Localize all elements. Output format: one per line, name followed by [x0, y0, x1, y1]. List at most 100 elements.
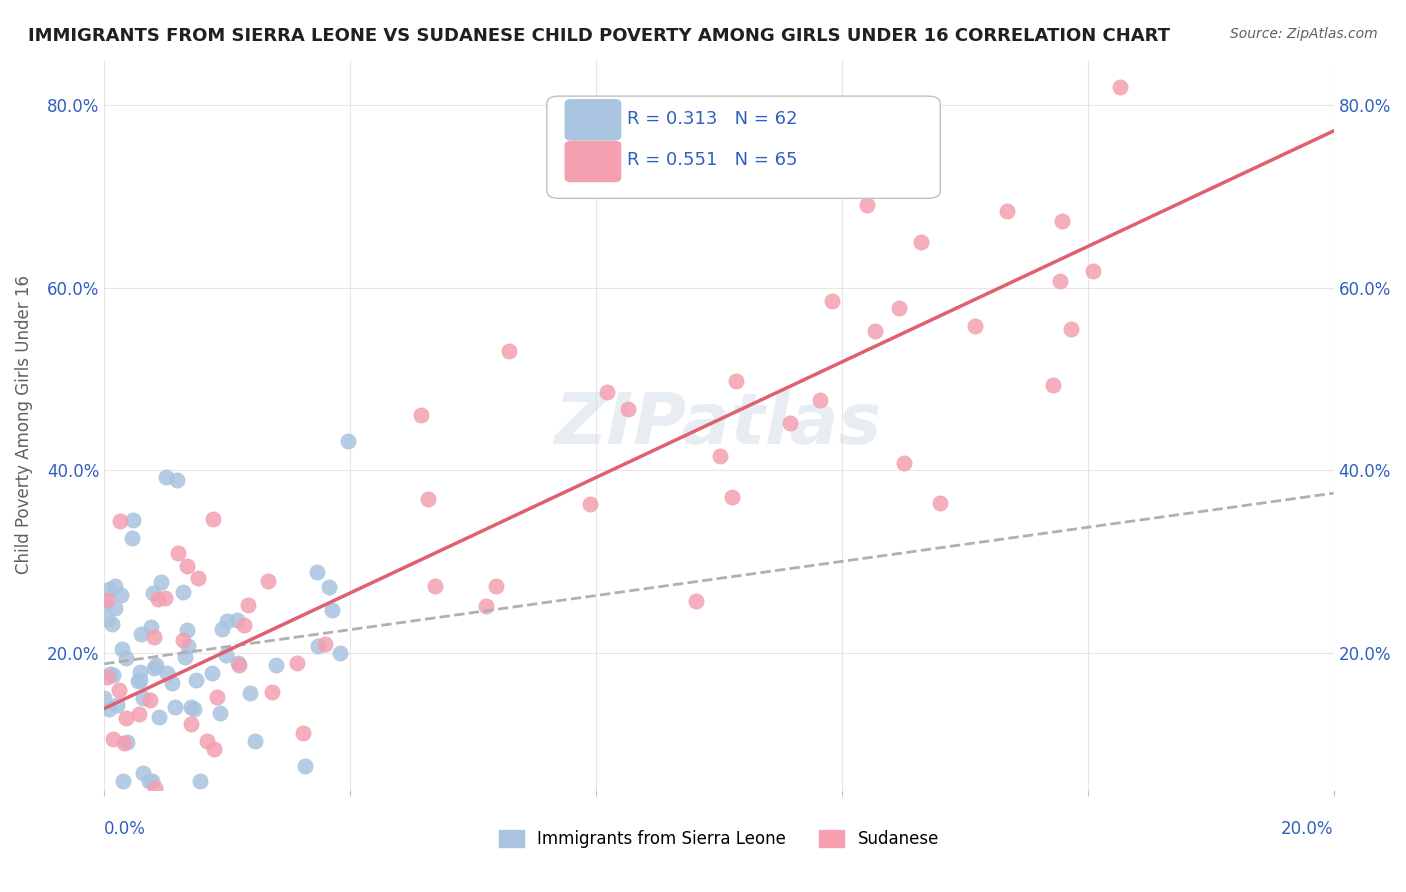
Point: [1081, 264, 1104, 278]
Point: [122, 513, 145, 527]
Point: [928, 496, 950, 510]
Point: [336, 434, 359, 449]
Point: [887, 301, 910, 315]
Point: [155, 470, 177, 484]
Point: [111, 642, 134, 657]
Point: [225, 613, 247, 627]
Point: [101, 617, 124, 632]
Point: [188, 773, 211, 788]
Point: [187, 571, 209, 585]
Text: R = 0.551   N = 65: R = 0.551 N = 65: [627, 152, 797, 169]
Point: [685, 594, 707, 608]
Point: [166, 546, 188, 560]
Point: [205, 690, 228, 704]
Text: R = 0.313   N = 62: R = 0.313 N = 62: [627, 110, 797, 128]
Point: [183, 702, 205, 716]
Point: [257, 574, 280, 589]
Text: 0.0%: 0.0%: [104, 821, 146, 838]
Point: [121, 531, 143, 545]
Point: [195, 733, 218, 747]
Point: [233, 617, 256, 632]
Point: [828, 170, 851, 185]
Y-axis label: Child Poverty Among Girls Under 16: Child Poverty Among Girls Under 16: [15, 276, 32, 574]
Point: [107, 682, 129, 697]
Point: [186, 673, 208, 687]
Point: [307, 565, 329, 579]
Point: [201, 512, 224, 526]
Point: [209, 706, 232, 720]
Point: [202, 742, 225, 756]
Point: [228, 658, 250, 673]
Point: [423, 579, 446, 593]
Point: [285, 657, 308, 671]
Point: [96, 593, 118, 607]
Point: [128, 673, 150, 687]
Point: [180, 700, 202, 714]
Point: [217, 614, 239, 628]
Point: [1042, 377, 1064, 392]
Point: [239, 686, 262, 700]
Point: [97, 582, 120, 597]
Point: [176, 623, 198, 637]
Point: [150, 575, 173, 590]
Point: [724, 374, 747, 388]
Point: [893, 456, 915, 470]
Point: [779, 416, 801, 430]
Text: IMMIGRANTS FROM SIERRA LEONE VS SUDANESE CHILD POVERTY AMONG GIRLS UNDER 16 CORR: IMMIGRANTS FROM SIERRA LEONE VS SUDANESE…: [28, 27, 1170, 45]
Point: [418, 491, 440, 506]
Point: [156, 665, 179, 680]
Point: [105, 698, 128, 712]
Point: [1059, 322, 1081, 336]
Point: [139, 801, 162, 815]
FancyBboxPatch shape: [547, 96, 941, 198]
Point: [127, 673, 149, 688]
Point: [172, 633, 194, 648]
Text: Source: ZipAtlas.com: Source: ZipAtlas.com: [1230, 27, 1378, 41]
Point: [963, 319, 986, 334]
Point: [863, 324, 886, 338]
Point: [148, 710, 170, 724]
Point: [110, 588, 132, 602]
Point: [262, 685, 284, 699]
Point: [139, 693, 162, 707]
FancyBboxPatch shape: [565, 100, 620, 140]
Point: [1108, 80, 1130, 95]
Point: [160, 675, 183, 690]
Point: [329, 646, 352, 660]
Point: [96, 670, 118, 684]
Point: [141, 773, 163, 788]
Point: [1049, 274, 1071, 288]
Point: [808, 393, 831, 408]
Point: [318, 580, 340, 594]
Point: [177, 639, 200, 653]
Point: [163, 699, 186, 714]
Point: [180, 717, 202, 731]
Point: [128, 665, 150, 680]
Point: [117, 795, 139, 809]
Point: [411, 408, 433, 422]
Point: [142, 661, 165, 675]
FancyBboxPatch shape: [565, 142, 620, 182]
Point: [176, 559, 198, 574]
Point: [498, 343, 520, 358]
Point: [139, 620, 162, 634]
Point: [314, 637, 336, 651]
Point: [1050, 214, 1073, 228]
Point: [721, 490, 744, 504]
Point: [93, 690, 115, 705]
Point: [264, 658, 287, 673]
Point: [307, 640, 329, 654]
Point: [578, 497, 600, 511]
Point: [94, 597, 117, 611]
Point: [821, 293, 844, 308]
Point: [166, 473, 188, 487]
Point: [236, 599, 259, 613]
Point: [709, 450, 731, 464]
Point: [218, 797, 240, 812]
Point: [96, 612, 118, 626]
Point: [294, 759, 316, 773]
Text: 20.0%: 20.0%: [1281, 821, 1334, 838]
Point: [616, 401, 638, 416]
Point: [97, 702, 120, 716]
Point: [129, 627, 152, 641]
